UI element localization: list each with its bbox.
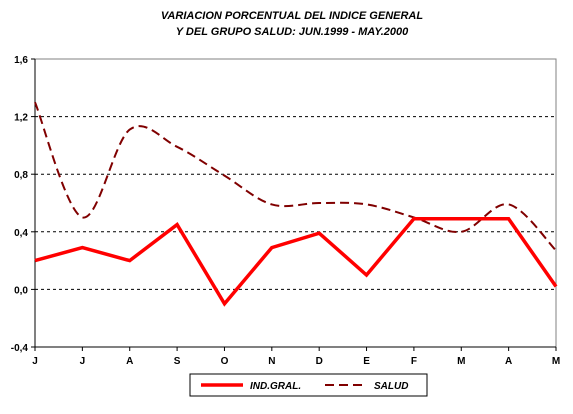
y-tick-label: -0,4 bbox=[11, 343, 29, 354]
chart-title-line-2: Y DEL GRUPO SALUD: JUN.1999 - MAY.2000 bbox=[176, 26, 409, 38]
x-tick-label: N bbox=[268, 356, 275, 367]
x-tick-label: M bbox=[552, 356, 560, 367]
x-tick-label: J bbox=[32, 356, 38, 367]
y-tick-label: 0,4 bbox=[14, 228, 28, 239]
x-tick-label: A bbox=[505, 356, 512, 367]
x-tick-label: A bbox=[126, 356, 133, 367]
x-tick-label: M bbox=[457, 356, 465, 367]
series-line-ind-gral bbox=[34, 217, 558, 307]
series-group bbox=[34, 101, 558, 307]
x-tick-label: E bbox=[363, 356, 370, 367]
y-tick-label: 1,2 bbox=[14, 113, 28, 124]
plot-frame bbox=[34, 58, 557, 348]
x-tick-label: F bbox=[411, 356, 417, 367]
grid-lines bbox=[35, 116, 556, 290]
x-tick-label: S bbox=[174, 356, 181, 367]
legend: IND.GRAL. SALUD bbox=[189, 373, 428, 397]
series-line-salud bbox=[34, 101, 557, 252]
legend-box bbox=[189, 373, 428, 397]
chart-title-line-1: VARIACION PORCENTUAL DEL INDICE GENERAL bbox=[161, 10, 423, 22]
x-tick-label: J bbox=[80, 356, 86, 367]
y-tick-label: 0,0 bbox=[14, 285, 28, 296]
x-tick-label: O bbox=[221, 356, 229, 367]
y-tick-label: 0,8 bbox=[14, 170, 28, 181]
axes bbox=[34, 58, 557, 348]
x-tick-label: D bbox=[316, 356, 323, 367]
y-tick-label: 1,6 bbox=[14, 55, 28, 66]
legend-label-ind-gral: IND.GRAL. bbox=[250, 381, 301, 392]
legend-label-salud: SALUD bbox=[374, 381, 408, 392]
y-axis-ticks: -0,4 0,0 0,4 0,8 1,2 1,6 bbox=[11, 55, 35, 354]
